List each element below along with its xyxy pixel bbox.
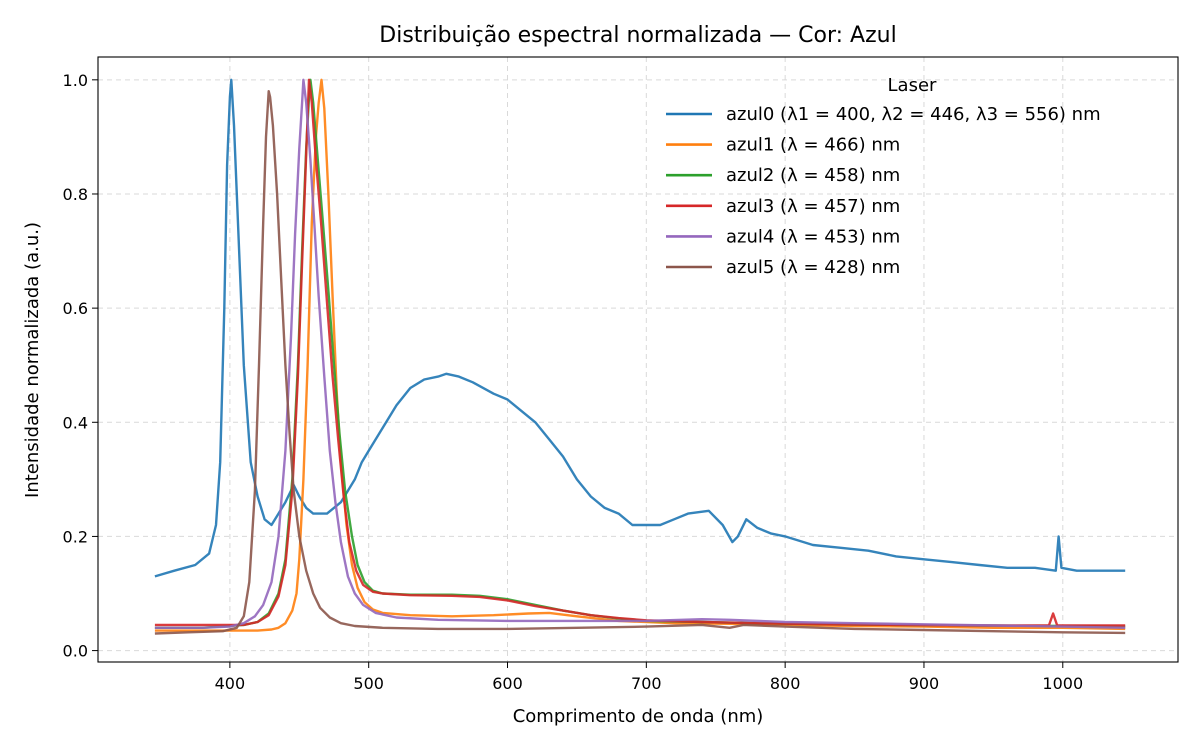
legend: Laser azul0 (λ1 = 400, λ2 = 446, λ3 = 55… [666, 75, 1101, 278]
x-tick-label: 600 [492, 674, 523, 693]
legend-label-5: azul5 (λ = 428) nm [726, 257, 900, 278]
y-tick-label: 0.8 [63, 185, 88, 204]
y-tick-label: 0.4 [63, 413, 88, 432]
legend-title: Laser [888, 75, 938, 96]
series-line-0 [154, 78, 1126, 578]
legend-label-1: azul1 (λ = 466) nm [726, 135, 900, 156]
y-tick-label: 0.6 [63, 299, 88, 318]
x-tick-label: 700 [631, 674, 662, 693]
series-layer [154, 78, 1126, 635]
x-tick-label: 900 [909, 674, 940, 693]
y-tick-label: 1.0 [63, 71, 88, 90]
x-tick-label: 1000 [1042, 674, 1083, 693]
legend-label-2: azul2 (λ = 458) nm [726, 165, 900, 186]
legend-label-3: azul3 (λ = 457) nm [726, 196, 900, 217]
series-line-3 [154, 78, 1126, 627]
series-line-4 [154, 78, 1126, 629]
x-tick-label: 500 [353, 674, 384, 693]
x-tick-label: 800 [770, 674, 801, 693]
legend-items: azul0 (λ1 = 400, λ2 = 446, λ3 = 556) nm a… [666, 104, 1101, 278]
plot-frame [97, 56, 1179, 663]
y-tick-label: 0.2 [63, 527, 88, 546]
legend-label-0: azul0 (λ1 = 400, λ2 = 446, λ3 = 556) nm [726, 104, 1101, 125]
x-tick-label: 400 [215, 674, 246, 693]
series-line-5 [154, 90, 1126, 635]
legend-label-4: azul4 (λ = 453) nm [726, 226, 900, 247]
grid-layer [98, 57, 1178, 662]
y-tick-label: 0.0 [63, 642, 88, 661]
tick-layer: 400 500 600 700 800 900 1000 0.0 0.2 0.4 0.6 0.8 1.0 [63, 71, 1084, 693]
y-axis-label: Intensidade normalizada (a.u.) [22, 222, 43, 498]
x-axis-label: Comprimento de onda (nm) [513, 706, 764, 727]
chart-title: Distribuição espectral normalizada — Cor… [379, 23, 896, 48]
